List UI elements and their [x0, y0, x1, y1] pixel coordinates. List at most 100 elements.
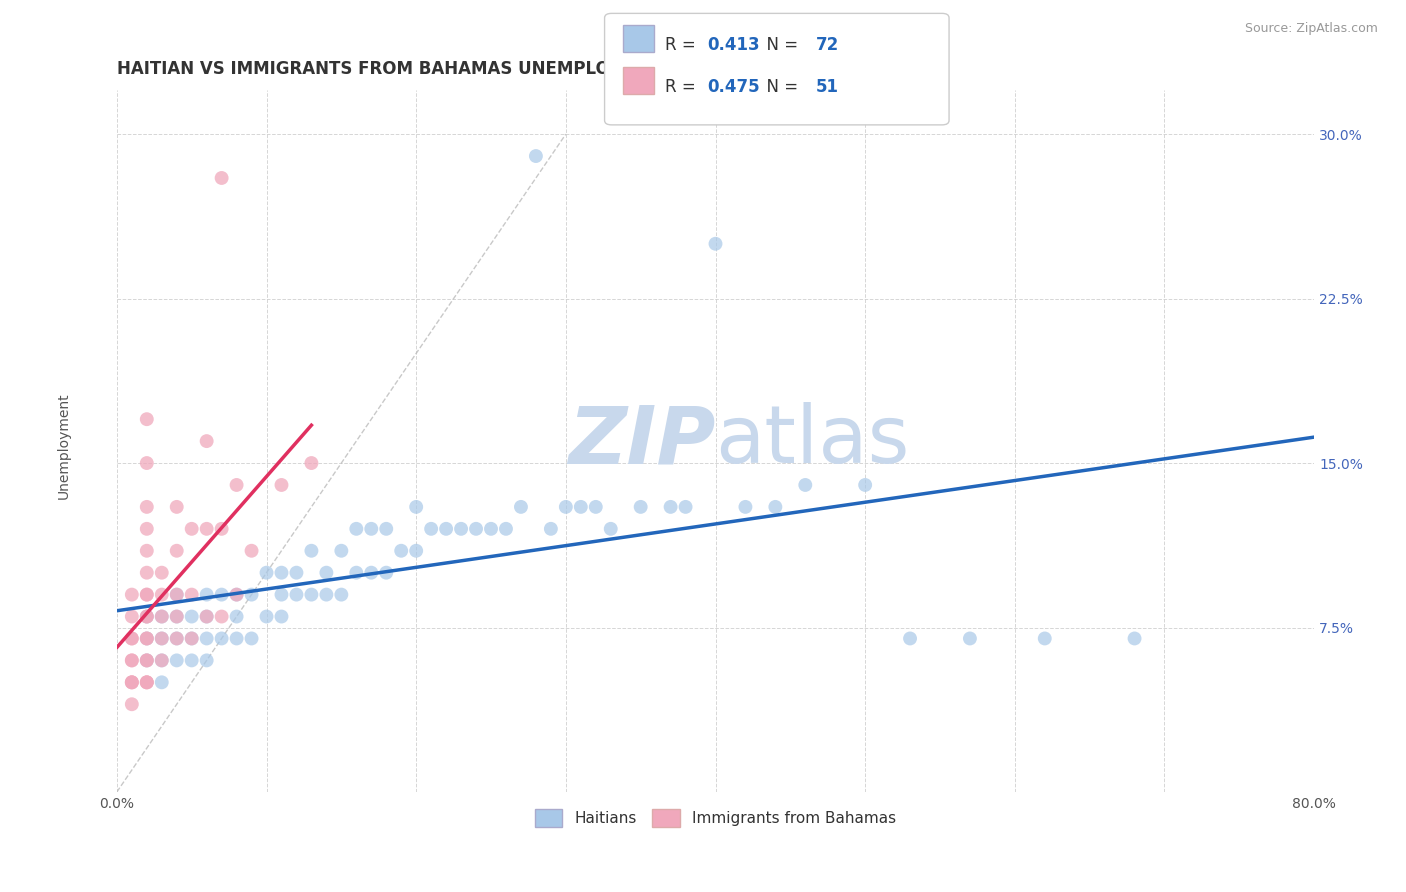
- Point: [121, 653, 143, 667]
- Point: [510, 500, 533, 514]
- Point: [524, 149, 547, 163]
- Point: [150, 653, 173, 667]
- Point: [121, 632, 143, 646]
- Point: [299, 456, 322, 470]
- Text: 72: 72: [815, 36, 839, 54]
- Point: [135, 456, 157, 470]
- Point: [959, 632, 981, 646]
- Point: [211, 609, 233, 624]
- Point: [135, 632, 157, 646]
- Point: [150, 609, 173, 624]
- Text: Source: ZipAtlas.com: Source: ZipAtlas.com: [1244, 22, 1378, 36]
- Text: R =: R =: [665, 78, 702, 95]
- Point: [121, 675, 143, 690]
- Point: [225, 609, 247, 624]
- Point: [135, 588, 157, 602]
- Point: [211, 588, 233, 602]
- Point: [166, 609, 188, 624]
- Point: [150, 566, 173, 580]
- Point: [375, 566, 398, 580]
- Text: 0.413: 0.413: [707, 36, 759, 54]
- Point: [344, 522, 367, 536]
- Point: [195, 653, 218, 667]
- Point: [285, 566, 308, 580]
- Point: [479, 522, 502, 536]
- Point: [166, 632, 188, 646]
- Point: [405, 543, 427, 558]
- Point: [299, 588, 322, 602]
- Point: [360, 566, 382, 580]
- Point: [195, 609, 218, 624]
- Point: [135, 412, 157, 426]
- Point: [195, 588, 218, 602]
- Point: [360, 522, 382, 536]
- Point: [121, 675, 143, 690]
- Text: N =: N =: [756, 78, 804, 95]
- Point: [135, 588, 157, 602]
- Point: [211, 632, 233, 646]
- Point: [135, 522, 157, 536]
- Point: [315, 588, 337, 602]
- Text: N =: N =: [756, 36, 804, 54]
- Point: [135, 653, 157, 667]
- Point: [121, 632, 143, 646]
- Point: [135, 675, 157, 690]
- Point: [180, 632, 202, 646]
- Point: [135, 675, 157, 690]
- Point: [166, 632, 188, 646]
- Point: [135, 609, 157, 624]
- Point: [659, 500, 682, 514]
- Point: [150, 588, 173, 602]
- Point: [121, 653, 143, 667]
- Point: [180, 522, 202, 536]
- Point: [585, 500, 607, 514]
- Point: [554, 500, 576, 514]
- Point: [195, 632, 218, 646]
- Point: [135, 543, 157, 558]
- Point: [166, 500, 188, 514]
- Point: [898, 632, 921, 646]
- Point: [180, 632, 202, 646]
- Point: [195, 434, 218, 449]
- Point: [344, 566, 367, 580]
- Point: [225, 478, 247, 492]
- Point: [180, 653, 202, 667]
- Point: [434, 522, 457, 536]
- Point: [135, 500, 157, 514]
- Point: [256, 566, 278, 580]
- Point: [225, 588, 247, 602]
- Point: [450, 522, 472, 536]
- Point: [675, 500, 697, 514]
- Point: [270, 609, 292, 624]
- Point: [240, 543, 263, 558]
- Point: [630, 500, 652, 514]
- Point: [270, 566, 292, 580]
- Point: [121, 588, 143, 602]
- Point: [330, 543, 353, 558]
- Text: 0.475: 0.475: [707, 78, 759, 95]
- Point: [180, 588, 202, 602]
- Point: [135, 675, 157, 690]
- Point: [330, 588, 353, 602]
- Point: [150, 653, 173, 667]
- Point: [211, 522, 233, 536]
- Point: [150, 675, 173, 690]
- Text: R =: R =: [665, 36, 702, 54]
- Text: HAITIAN VS IMMIGRANTS FROM BAHAMAS UNEMPLOYMENT CORRELATION CHART: HAITIAN VS IMMIGRANTS FROM BAHAMAS UNEMP…: [117, 60, 879, 78]
- Text: ZIP: ZIP: [568, 402, 716, 480]
- Point: [135, 566, 157, 580]
- Point: [121, 698, 143, 712]
- Legend: Haitians, Immigrants from Bahamas: Haitians, Immigrants from Bahamas: [529, 803, 903, 833]
- Point: [375, 522, 398, 536]
- Text: Unemployment: Unemployment: [56, 392, 70, 500]
- Point: [794, 478, 817, 492]
- Point: [734, 500, 756, 514]
- Point: [166, 543, 188, 558]
- Point: [240, 632, 263, 646]
- Point: [135, 653, 157, 667]
- Point: [150, 632, 173, 646]
- Point: [150, 632, 173, 646]
- Point: [166, 588, 188, 602]
- Point: [495, 522, 517, 536]
- Point: [135, 632, 157, 646]
